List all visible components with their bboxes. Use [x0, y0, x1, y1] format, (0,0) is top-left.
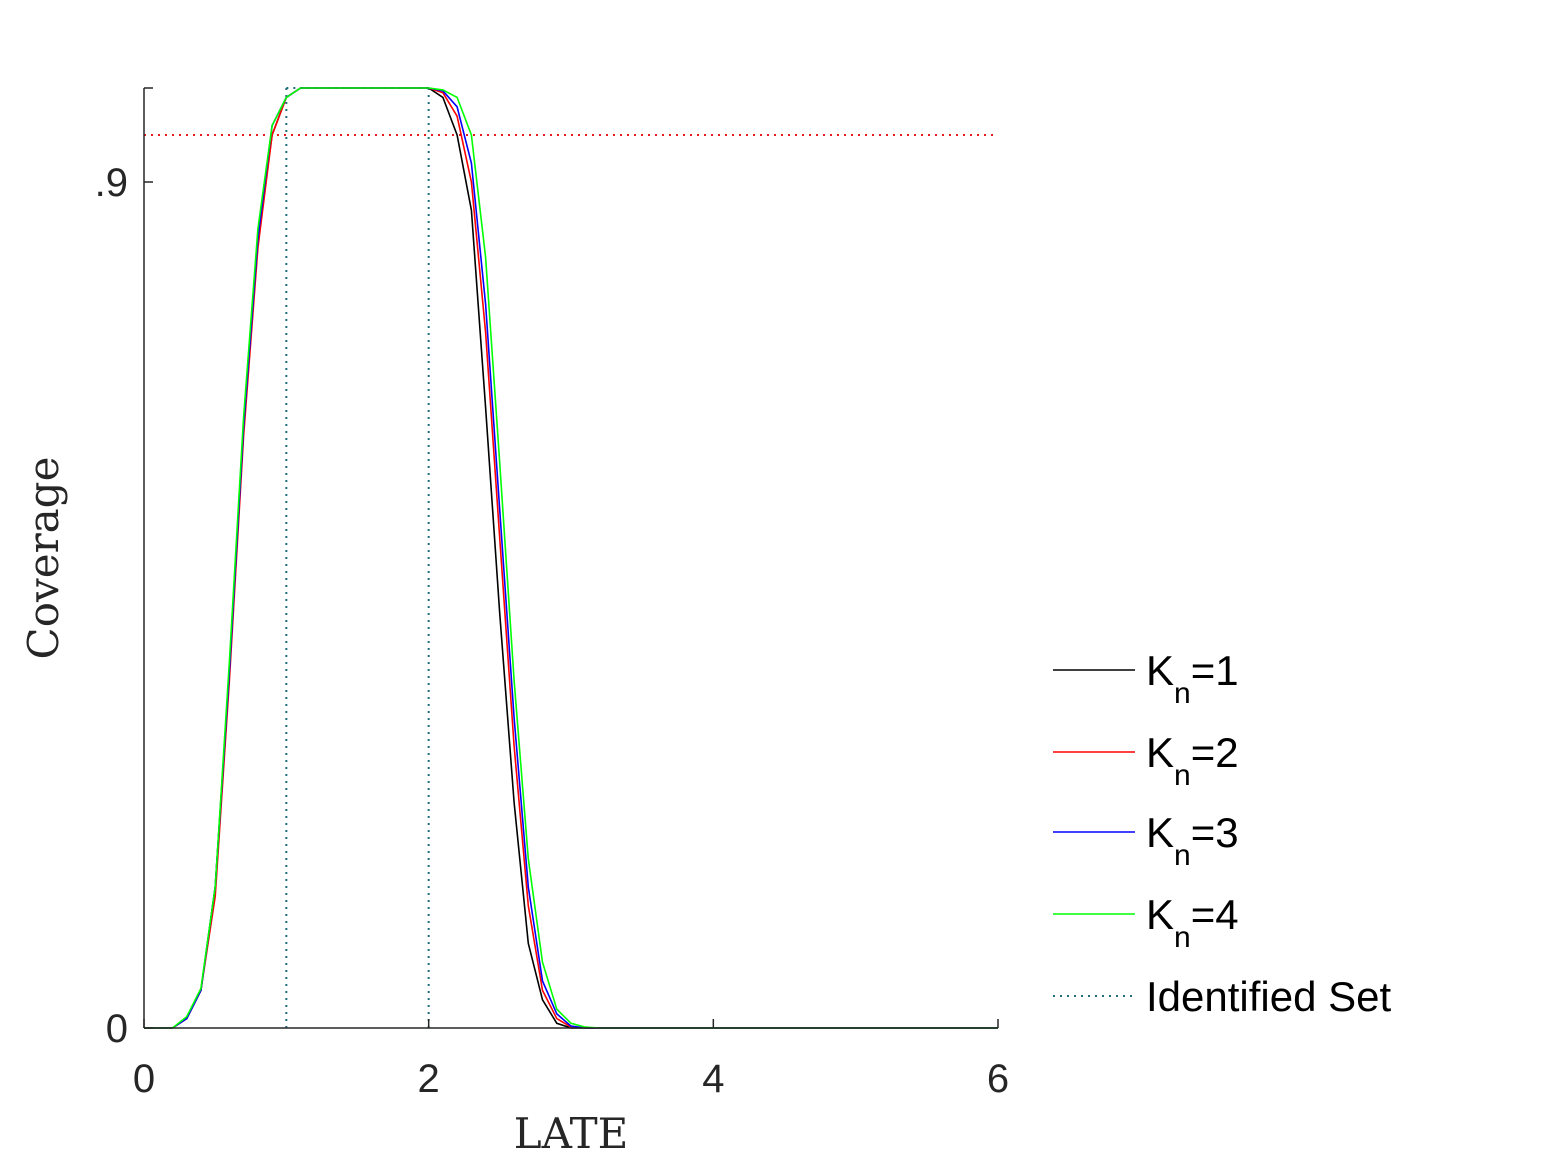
plot-area	[144, 87, 998, 1029]
x-tick-label: 0	[133, 1057, 155, 1101]
legend-label-5: Identified Set	[1146, 973, 1392, 1020]
legend-label-1: Kn=1	[1146, 647, 1239, 710]
y-ticks: 0.9	[95, 87, 153, 1051]
x-tick-label: 6	[987, 1057, 1009, 1101]
legend: Kn=1 Kn=2 Kn=3 Kn=4 Identified Set	[1053, 647, 1392, 1020]
y-tick-label: .9	[95, 161, 128, 205]
legend-label-2: Kn=2	[1146, 729, 1239, 792]
series-line-3	[144, 87, 998, 1029]
series-line-2	[144, 87, 998, 1029]
x-axis-title: LATE	[514, 1109, 629, 1158]
x-ticks: 0 2 4 6	[133, 1019, 1009, 1101]
legend-label-3: Kn=3	[1146, 809, 1239, 872]
x-tick-label: 2	[418, 1057, 440, 1101]
series-line-4	[144, 87, 998, 1029]
y-axis-title: Coverage	[19, 457, 68, 660]
x-tick-label: 4	[702, 1057, 724, 1101]
y-tick-label: 0	[106, 1007, 128, 1051]
series-line-1	[144, 87, 998, 1029]
legend-label-4: Kn=4	[1146, 891, 1239, 954]
